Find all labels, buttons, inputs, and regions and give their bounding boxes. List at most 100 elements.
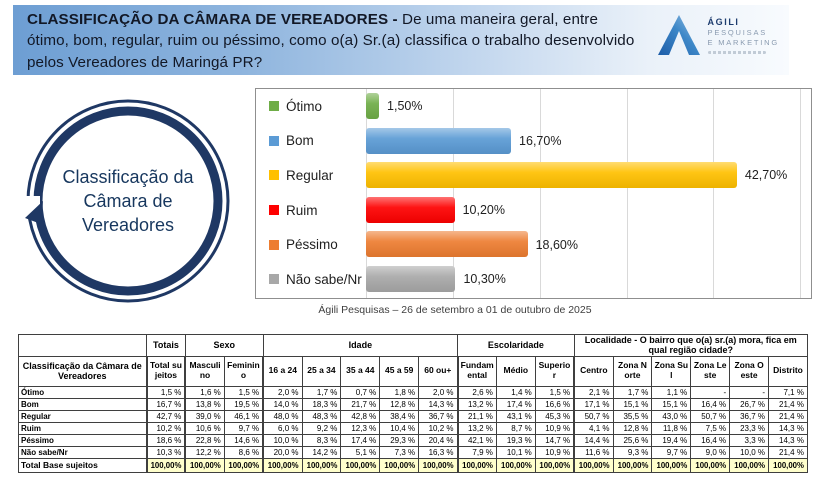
table-cell: 21,4 %: [768, 445, 808, 459]
table-cell: 43,1 %: [495, 409, 536, 423]
table-cell: 14,7 %: [534, 433, 575, 447]
legend-item: Não sabe/Nr: [269, 262, 362, 297]
chart-row: Não sabe/Nr 10,30%: [256, 262, 811, 297]
table-cell: 1,1 %: [651, 385, 692, 399]
table-cell: 9,3 %: [612, 445, 653, 459]
column-header: Superior: [534, 355, 575, 387]
table-cell: 1,7 %: [301, 385, 342, 399]
table-cell: 0,7 %: [340, 385, 381, 399]
table-row: Regular 42,7 % 39,0 % 46,1 % 48,0 % 48,3 % 42,…: [18, 409, 808, 423]
bar-track: 16,70%: [366, 124, 809, 159]
table-cell: 16,4 %: [690, 397, 731, 411]
column-header: Médio: [495, 355, 536, 387]
legend-label: Não sabe/Nr: [286, 271, 362, 287]
table-cell: 9,7 %: [223, 421, 264, 435]
table-cell: 25,6 %: [612, 433, 653, 447]
table-cell: 19,3 %: [495, 433, 536, 447]
legend-label: Péssimo: [286, 237, 338, 253]
total-cell: 100,00%: [262, 457, 303, 473]
bar-value-label: 42,70%: [744, 168, 788, 183]
bar: [366, 127, 512, 154]
table-cell: 17,4 %: [340, 433, 381, 447]
column-header: 35 a 44: [340, 355, 381, 387]
table-cell: 2,0 %: [418, 385, 459, 399]
table-cell: 10,2 %: [418, 421, 459, 435]
table-cell: 15,1 %: [651, 397, 692, 411]
total-row-label: Total Base sujeitos: [18, 457, 147, 473]
table-cell: 20,4 %: [418, 433, 459, 447]
table-cell: 39,0 %: [184, 409, 225, 423]
gridline: [800, 89, 802, 298]
group-header: Sexo: [184, 334, 264, 357]
table-cell: 42,1 %: [456, 433, 497, 447]
table-cell: 3,3 %: [729, 433, 770, 447]
table-cell: 8,6 %: [223, 445, 264, 459]
bar-value-label: 10,20%: [462, 203, 505, 218]
legend-item: Ruim: [269, 193, 318, 228]
table-cell: 46,1 %: [223, 409, 264, 423]
total-cell: 100,00%: [768, 457, 808, 473]
bar: [366, 93, 380, 119]
table-cell: 10,0 %: [729, 445, 770, 459]
total-cell: 100,00%: [573, 457, 614, 473]
logo-name: ÁGILI: [707, 16, 740, 27]
table-cell: 12,3 %: [340, 421, 381, 435]
bar-value-label: 16,70%: [519, 133, 562, 148]
column-header: Zona Oeste: [729, 355, 770, 387]
table-cell: 4,1 %: [573, 421, 614, 435]
table-cell: 13,2 %: [456, 421, 497, 435]
table-cell: 42,8 %: [340, 409, 381, 423]
total-row: Total Base sujeitos 100,00% 100,00% 100,00%…: [18, 457, 808, 473]
column-header: Fundamental: [456, 355, 497, 387]
bar-track: 10,20%: [366, 193, 809, 228]
table-cell: 7,1 %: [768, 385, 808, 399]
table-cell: 11,6 %: [573, 445, 614, 459]
table-cell: 2,6 %: [456, 385, 497, 399]
row-label: Regular: [18, 409, 147, 423]
total-cell: 100,00%: [223, 457, 264, 473]
table-cell: 10,2 %: [145, 421, 186, 435]
gridline: [539, 89, 541, 298]
agili-logo: ÁGILI PESQUISAS E MARKETING: [655, 14, 779, 56]
column-header: Zona Norte: [612, 355, 653, 387]
gridline: [366, 89, 367, 298]
column-header: Zona Sul: [651, 355, 692, 387]
row-label: Péssimo: [18, 433, 147, 447]
table-cell: 1,5 %: [534, 385, 575, 399]
table-cell: 13,2 %: [456, 397, 497, 411]
table-cell: 1,5 %: [223, 385, 264, 399]
column-header: 25 a 34: [301, 355, 342, 387]
table-cell: 10,3 %: [145, 445, 186, 459]
bar-track: 1,50%: [366, 89, 809, 124]
table-row: Bom 16,7 % 13,8 % 19,5 % 14,0 % 18,3 % 21,7 % 1…: [18, 397, 808, 411]
gridline: [713, 89, 715, 298]
column-header: 60 ou+: [418, 355, 459, 387]
table-cell: 10,1 %: [495, 445, 536, 459]
total-cell: 100,00%: [184, 457, 225, 473]
chart-rows: Ótimo 1,50% Bom 16,70% Regular 42,70% Ruim 10,2…: [256, 89, 811, 298]
legend-label: Bom: [286, 133, 314, 149]
total-cell: 100,00%: [690, 457, 731, 473]
table-cell: 5,1 %: [340, 445, 381, 459]
bar: [366, 162, 737, 189]
table-row: Ruim 10,2 % 10,6 % 9,7 % 6,0 % 9,2 % 12,3 % 10,…: [18, 421, 808, 435]
table-cell: -: [690, 385, 731, 399]
total-cell: 100,00%: [145, 457, 186, 473]
table-cell: 21,7 %: [340, 397, 381, 411]
table-cell: 2,0 %: [262, 385, 303, 399]
column-header: Zona Leste: [690, 355, 731, 387]
table-cell: 23,3 %: [729, 421, 770, 435]
table-cell: 10,4 %: [379, 421, 420, 435]
bar: [366, 196, 455, 223]
table-cell: 17,1 %: [573, 397, 614, 411]
column-header: 16 a 24: [262, 355, 303, 387]
chart-row: Regular 42,70%: [256, 158, 811, 193]
legend-swatch-icon: [269, 101, 279, 112]
table-cell: 1,8 %: [379, 385, 420, 399]
table-cell: 19,5 %: [223, 397, 264, 411]
agili-logo-text: ÁGILI PESQUISAS E MARKETING: [707, 16, 779, 54]
column-header: 45 a 59: [379, 355, 420, 387]
table-cell: 16,4 %: [690, 433, 731, 447]
table-cell: 21,4 %: [768, 409, 808, 423]
table-cell: 10,9 %: [534, 445, 575, 459]
